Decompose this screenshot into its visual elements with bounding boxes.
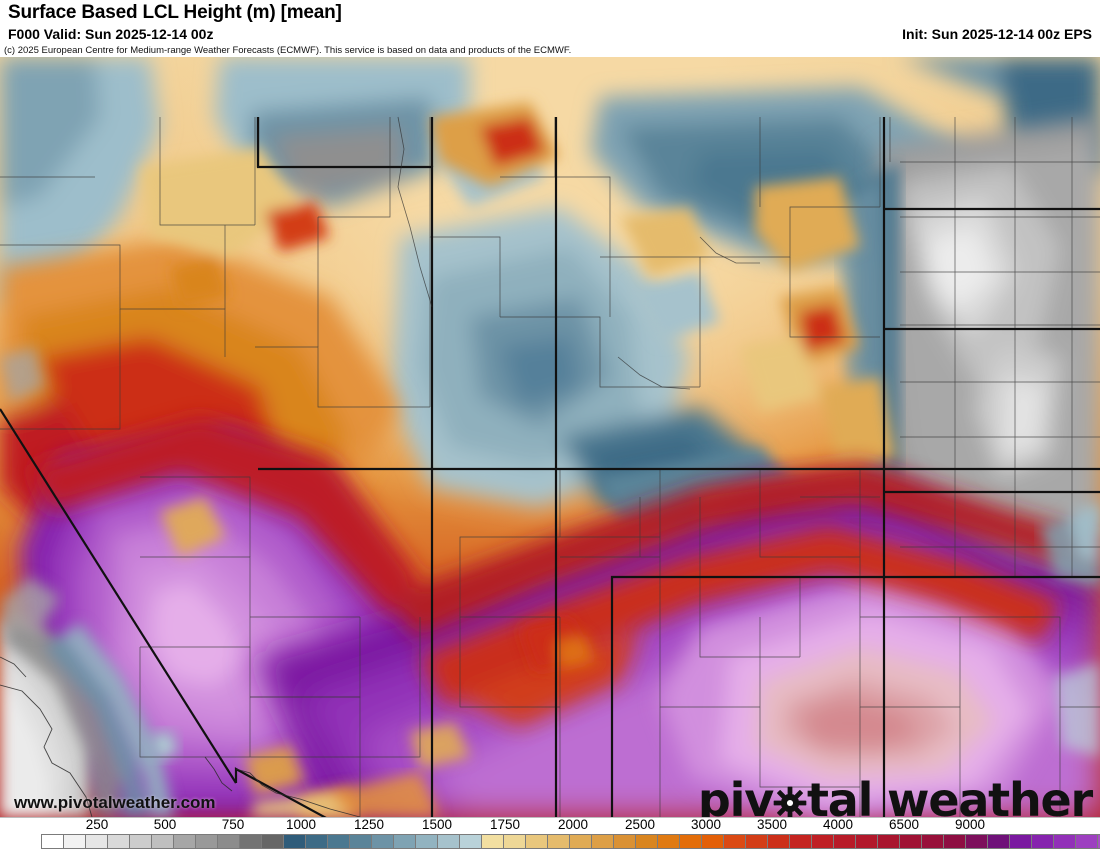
colorbar-swatch	[547, 834, 569, 849]
colorbar-swatch	[393, 834, 415, 849]
colorbar-tick-label: 1500	[421, 817, 453, 832]
colorbar-swatch	[349, 834, 371, 849]
county-boundary-lines	[0, 117, 1100, 817]
colorbar-swatch	[525, 834, 547, 849]
colorbar-swatch	[1009, 834, 1031, 849]
colorbar-swatch	[613, 834, 635, 849]
colorbar-swatch	[371, 834, 393, 849]
colorbar-tick-label: 250	[85, 817, 109, 832]
colorbar-swatch	[745, 834, 767, 849]
colorbar-tick-label: 3000	[690, 817, 722, 832]
colorbar-swatch	[877, 834, 899, 849]
colorbar-swatch	[107, 834, 129, 849]
colorbar-tick-label: 9000	[954, 817, 986, 832]
colorbar-swatch	[217, 834, 239, 849]
colorbar-swatch	[503, 834, 525, 849]
colorbar-swatch	[239, 834, 261, 849]
colorbar-tick-label: 2000	[557, 817, 589, 832]
colorbar-swatch	[437, 834, 459, 849]
colorbar-swatch	[987, 834, 1009, 849]
colorbar-swatch	[1053, 834, 1075, 849]
colorbar-tick-labels: 250 500 750 1000 1250 1500 1750 2000 2500 3000 350…	[0, 817, 1100, 833]
colorbar-swatch	[1075, 834, 1097, 849]
colorbar-tick-label: 1750	[489, 817, 521, 832]
colorbar-top-divider	[0, 817, 1100, 818]
colorbar-tick-label: 500	[153, 817, 177, 832]
colorbar-tick-label: 2500	[624, 817, 656, 832]
colorbar-swatch	[723, 834, 745, 849]
colorbar-swatch	[261, 834, 283, 849]
colorbar-swatch	[85, 834, 107, 849]
colorbar-swatch	[657, 834, 679, 849]
colorbar-swatch	[129, 834, 151, 849]
colorbar-swatch	[1097, 834, 1100, 849]
colorbar-tick-label: 4000	[822, 817, 854, 832]
colorbar-swatch	[811, 834, 833, 849]
valid-time-label: F000 Valid: Sun 2025-12-14 00z	[8, 26, 214, 42]
colorbar-swatch	[701, 834, 723, 849]
colorbar-tick-label: 6500	[888, 817, 920, 832]
colorbar-tick-label: 750	[221, 817, 245, 832]
colorbar-swatch	[41, 834, 63, 849]
colorbar-swatch	[151, 834, 173, 849]
pacific-coastline	[0, 656, 361, 817]
logo-text-pre: piv	[697, 773, 774, 817]
colorbar-swatch	[965, 834, 987, 849]
colorbar-swatch	[899, 834, 921, 849]
colorbar-swatch	[569, 834, 591, 849]
colorbar-swatch	[921, 834, 943, 849]
pivotal-weather-logo: piv	[698, 777, 1093, 817]
ecmwf-copyright-notice: (c) 2025 European Centre for Medium-rang…	[2, 45, 574, 57]
colorbar-swatch	[679, 834, 701, 849]
colorbar-swatch	[63, 834, 85, 849]
colorbar-swatch	[943, 834, 965, 849]
contour-shapes-layer	[0, 57, 1100, 817]
colorbar-swatch	[591, 834, 613, 849]
contour-field: www.pivotalweather.com piv	[0, 57, 1100, 817]
colorbar-swatch	[767, 834, 789, 849]
map-viewport[interactable]: www.pivotalweather.com piv	[0, 57, 1100, 817]
colorbar-swatch	[833, 834, 855, 849]
colorbar-tick-label: 1000	[285, 817, 317, 832]
site-url-watermark: www.pivotalweather.com	[14, 793, 216, 812]
colorbar-swatch	[635, 834, 657, 849]
colorbar-tick-label: 1250	[353, 817, 385, 832]
colorbar-swatch	[789, 834, 811, 849]
colorbar-swatch	[173, 834, 195, 849]
gear-icon	[773, 781, 807, 817]
colorbar-swatch	[283, 834, 305, 849]
logo-text-post: tal weather	[807, 773, 1093, 817]
colorbar-swatch	[327, 834, 349, 849]
colorbar-swatch	[1031, 834, 1053, 849]
colorbar-swatches[interactable]	[41, 834, 1100, 849]
state-boundary-lines	[0, 117, 1100, 817]
init-time-label: Init: Sun 2025-12-14 00z EPS	[902, 26, 1092, 42]
colorbar-tick-label: 3500	[756, 817, 788, 832]
colorbar-swatch	[459, 834, 481, 849]
colorbar[interactable]: 250 500 750 1000 1250 1500 1750 2000 2500 3000 350…	[0, 817, 1100, 850]
colorbar-swatch	[195, 834, 217, 849]
colorbar-swatch	[855, 834, 877, 849]
colorbar-swatch	[305, 834, 327, 849]
page-title: Surface Based LCL Height (m) [mean]	[8, 2, 342, 23]
map-boundaries-layer	[0, 116, 1100, 817]
colorbar-swatch	[415, 834, 437, 849]
colorbar-swatch	[481, 834, 503, 849]
